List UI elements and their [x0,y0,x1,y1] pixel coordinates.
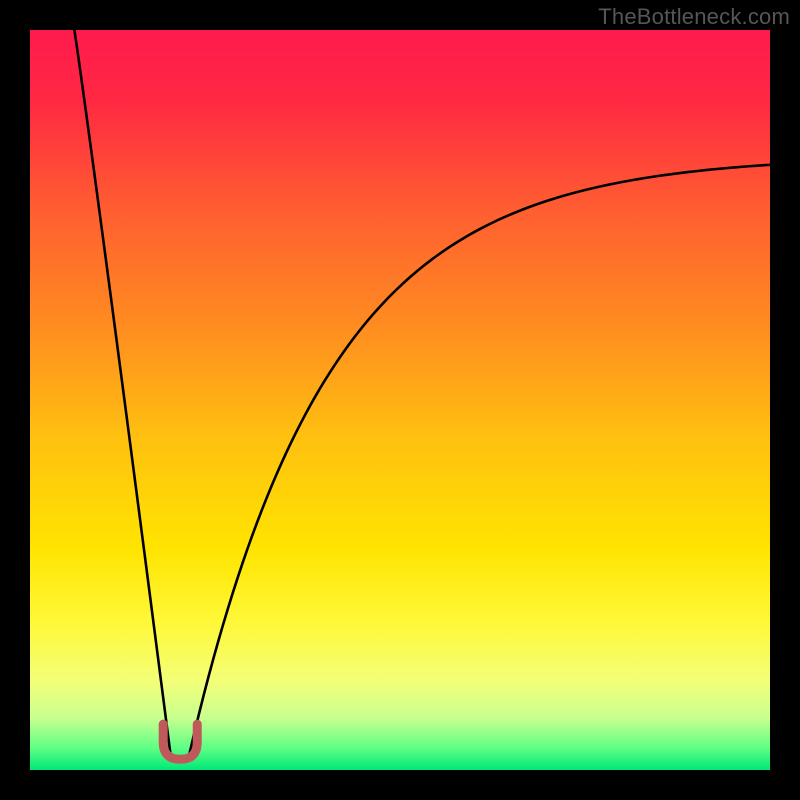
chart-gradient-bg [30,30,770,770]
bottleneck-chart [0,0,800,800]
watermark-text: TheBottleneck.com [598,4,790,30]
